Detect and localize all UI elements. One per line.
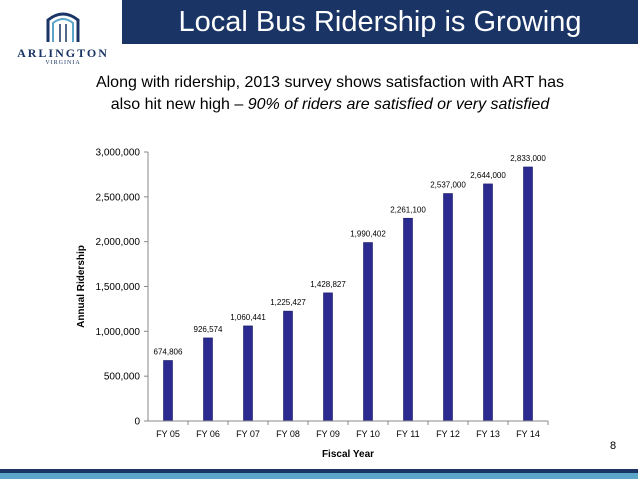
page-title: Local Bus Ridership is Growing (178, 6, 582, 38)
subtitle-line-2-italic: 90% of riders are satisfied or very sati… (247, 96, 550, 113)
bar (483, 183, 493, 422)
bars-group (163, 166, 533, 422)
footer-stripe-dark (0, 469, 638, 473)
y-tick-label: 1,500,000 (96, 282, 141, 293)
data-label: 674,806 (154, 347, 183, 356)
footer-stripe-light (0, 473, 638, 479)
subtitle-line-2-plain: also hit new high – (110, 96, 248, 113)
x-tick-label: FY 07 (236, 429, 260, 439)
x-tick-label: FY 14 (516, 429, 540, 439)
y-axis-ticks: 0 500,000 1,000,000 1,500,000 2,000,000 2,500… (96, 148, 148, 428)
data-label: 1,428,827 (310, 280, 346, 289)
y-tick-label: 0 (134, 417, 140, 428)
data-label: 2,833,000 (510, 154, 546, 163)
y-tick-label: 1,000,000 (96, 327, 141, 338)
x-tick-label: FY 12 (436, 429, 460, 439)
x-axis-label: Fiscal Year (322, 449, 374, 460)
x-tick-label: FY 11 (396, 429, 419, 439)
page-number: 8 (610, 440, 617, 452)
bar (443, 193, 453, 422)
bar (243, 325, 253, 422)
bar (163, 360, 173, 422)
y-tick-label: 2,500,000 (96, 192, 141, 203)
bar (203, 337, 213, 422)
x-tick-label: FY 10 (356, 429, 380, 439)
data-label: 2,261,100 (390, 205, 426, 214)
x-tick-label: FY 08 (276, 429, 300, 439)
subtitle-line-1: Along with ridership, 2013 survey shows … (95, 74, 565, 91)
header-bar: Local Bus Ridership is Growing (122, 0, 638, 44)
data-label: 2,537,000 (430, 181, 466, 190)
logo-wordmark: ARLINGTON (17, 46, 109, 60)
y-axis-label: Annual Ridership (76, 245, 87, 328)
ridership-bar-chart: 0 500,000 1,000,000 1,500,000 2,000,000 2,500… (76, 148, 549, 460)
x-axis-ticks: FY 05 FY 06 FY 07 FY 08 FY 09 FY 10 FY 11 FY 12… (156, 421, 549, 439)
arlington-logo: ARLINGTON VIRGINIA (8, 6, 118, 66)
data-label: 1,990,402 (350, 230, 386, 239)
logo-arch-icon (46, 12, 80, 42)
x-tick-label: FY 06 (196, 429, 220, 439)
bar (363, 242, 373, 422)
subtitle-line-2: also hit new high – 90% of riders are sa… (40, 94, 620, 116)
x-tick-label: FY 13 (476, 429, 500, 439)
bar (283, 310, 293, 422)
x-tick-label: FY 09 (316, 429, 340, 439)
data-label: 1,225,427 (270, 298, 306, 307)
data-labels-group: 674,806 926,574 1,060,441 1,225,427 1,428,82… (154, 154, 547, 357)
bar (323, 292, 333, 422)
bar (523, 166, 533, 422)
y-tick-label: 3,000,000 (96, 148, 141, 159)
data-label: 2,644,000 (470, 171, 506, 180)
data-label: 926,574 (194, 325, 223, 334)
y-tick-label: 2,000,000 (96, 237, 141, 248)
data-label: 1,060,441 (230, 313, 266, 322)
y-tick-label: 500,000 (104, 372, 141, 383)
bar (403, 217, 413, 422)
x-tick-label: FY 05 (156, 429, 180, 439)
logo-subtext: VIRGINIA (45, 60, 81, 66)
slide-subtitle: Along with ridership, 2013 survey shows … (40, 72, 620, 116)
